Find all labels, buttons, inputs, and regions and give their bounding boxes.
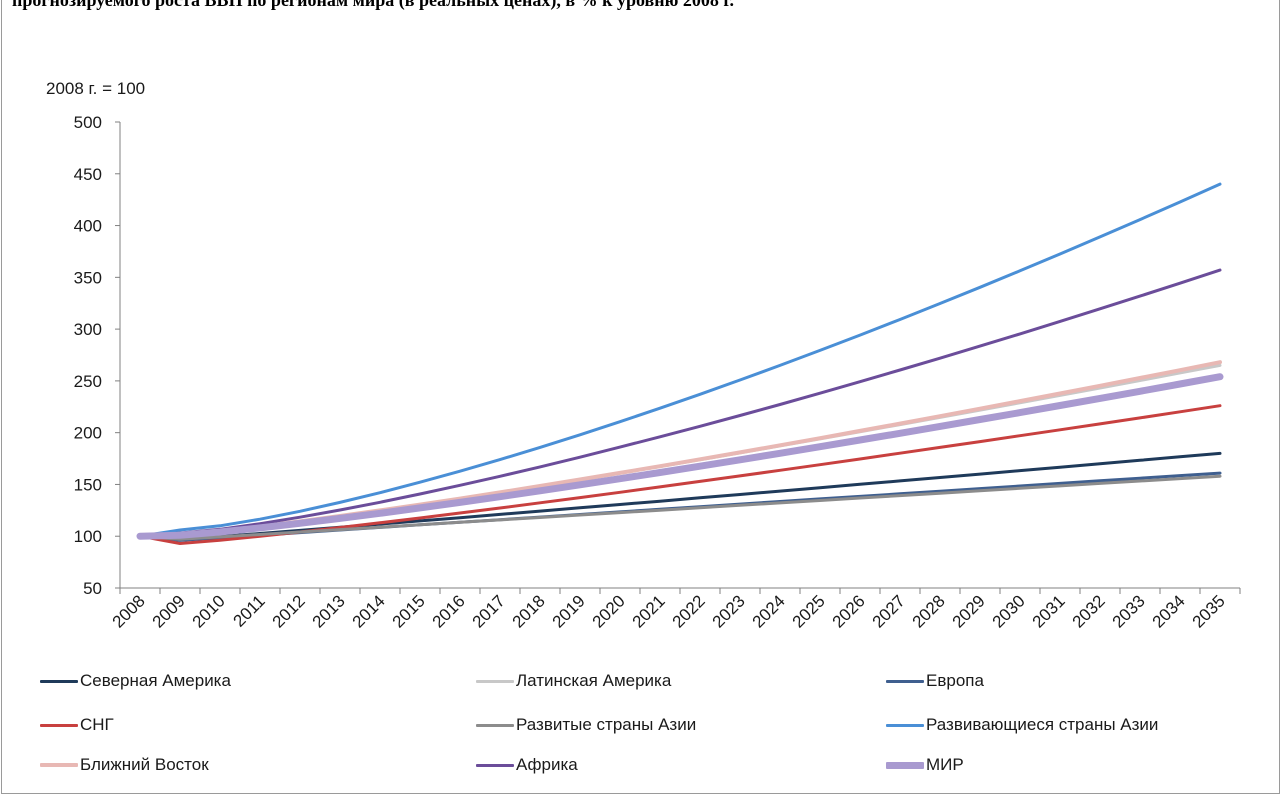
legend-item: МИР	[886, 752, 964, 778]
y-tick-labels: 50 100 150 200 250 300 350 400 450 500	[74, 113, 102, 598]
legend-swatch	[886, 762, 924, 769]
legend-item: Европа	[886, 668, 984, 694]
y-tick-label: 150	[74, 475, 102, 494]
legend-swatch	[476, 724, 514, 727]
legend-label: Латинская Америка	[516, 671, 671, 691]
x-tick-label: 2025	[789, 591, 829, 631]
legend-swatch	[476, 764, 514, 767]
x-tick-label: 2027	[869, 591, 909, 631]
legend-item: Латинская Америка	[476, 668, 671, 694]
x-tick-label: 2029	[949, 591, 989, 631]
legend-label: Африка	[516, 755, 578, 775]
legend-label: Развивающиеся страны Азии	[926, 715, 1158, 735]
y-tick-label: 500	[74, 113, 102, 132]
x-tick-label: 2021	[629, 591, 669, 631]
x-tick-label: 2011	[230, 591, 269, 630]
x-tick-label: 2030	[989, 591, 1029, 631]
x-tick-label: 2013	[309, 591, 349, 631]
y-tick-label: 100	[74, 527, 102, 546]
x-tick-label: 2031	[1029, 591, 1069, 631]
x-tick-label: 2023	[709, 591, 749, 631]
y-tick-label: 350	[74, 268, 102, 287]
x-tick-label: 2018	[509, 591, 549, 631]
x-tick-label: 2026	[829, 591, 869, 631]
legend-swatch	[886, 724, 924, 727]
x-tick-label: 2016	[429, 591, 469, 631]
x-tick-label: 2032	[1069, 591, 1109, 631]
y-tick-label: 50	[83, 579, 102, 598]
x-tick-label: 2008	[109, 591, 149, 631]
x-tick-label: 2014	[349, 591, 389, 631]
x-tick-label: 2010	[189, 591, 229, 631]
x-tick-label: 2033	[1109, 591, 1149, 631]
legend-swatch	[40, 680, 78, 683]
legend-swatch	[40, 763, 78, 767]
x-tick-label: 2034	[1149, 591, 1189, 631]
series-lines	[140, 184, 1220, 543]
legend-item: Северная Америка	[40, 668, 231, 694]
x-tick-label: 2035	[1189, 591, 1229, 631]
x-tick-label: 2028	[909, 591, 949, 631]
x-tick-label: 2019	[549, 591, 589, 631]
legend-label: Развитые страны Азии	[516, 715, 696, 735]
legend-label: Северная Америка	[80, 671, 231, 691]
y-tick-label: 200	[74, 424, 102, 443]
x-tick-label: 2015	[389, 591, 429, 631]
legend-item: Развитые страны Азии	[476, 712, 696, 738]
unit-label: 2008 г. = 100	[46, 79, 145, 98]
y-tick-label: 450	[74, 165, 102, 184]
y-tick-label: 400	[74, 217, 102, 236]
legend-label: СНГ	[80, 715, 114, 735]
x-tick-label: 2017	[469, 591, 509, 631]
x-tick-label: 2022	[669, 591, 709, 631]
legend-label: Европа	[926, 671, 984, 691]
x-tick-label: 2024	[749, 591, 789, 631]
legend-label: Ближний Восток	[80, 755, 209, 775]
x-tick-labels: 2008 2009 2010 2011 2012 2013 2014 2015 2016 2017…	[109, 591, 1229, 631]
x-tick-label: 2009	[149, 591, 189, 631]
y-tick-label: 250	[74, 372, 102, 391]
y-tick-label: 300	[74, 320, 102, 339]
legend-label: МИР	[926, 755, 964, 775]
legend-swatch	[476, 680, 514, 683]
legend-item: Африка	[476, 752, 578, 778]
legend-swatch	[886, 680, 924, 683]
legend-item: СНГ	[40, 712, 114, 738]
x-tick-label: 2012	[269, 591, 309, 631]
x-tick-label: 2020	[589, 591, 629, 631]
legend-item: Ближний Восток	[40, 752, 209, 778]
legend-swatch	[40, 724, 78, 727]
legend-item: Развивающиеся страны Азии	[886, 712, 1158, 738]
